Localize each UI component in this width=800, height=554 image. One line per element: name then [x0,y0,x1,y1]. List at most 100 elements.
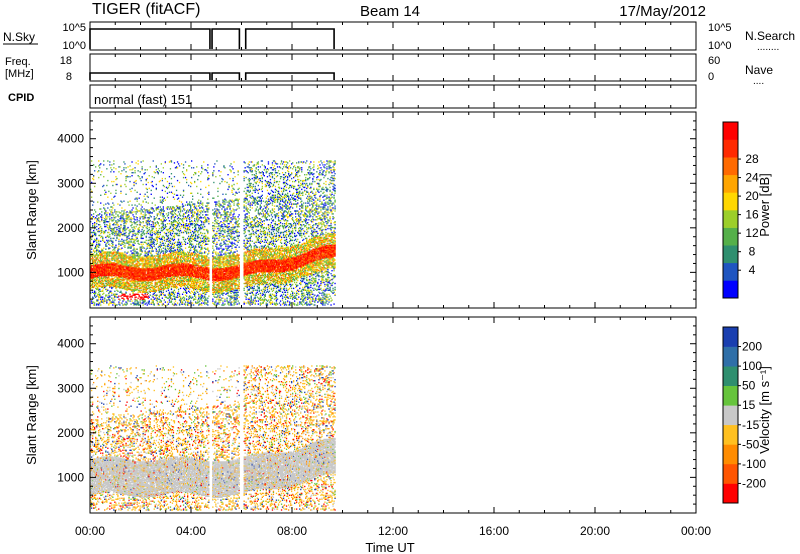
rti-cell [168,299,171,301]
rti-cell [164,282,166,285]
rti-cell [161,292,163,294]
rti-cell [160,291,162,293]
rti-cell [91,275,93,278]
rti-cell [179,283,182,286]
rti-cell [172,262,175,264]
rti-cell [157,272,159,274]
rti-cell [134,286,136,289]
rti-cell [147,251,149,253]
rti-cell [125,259,127,261]
rti-cell [171,222,174,224]
rti-cell [145,276,147,279]
rti-cell [162,276,164,279]
rti-cell [136,277,138,280]
rti-cell [167,289,170,291]
rti-cell [145,286,147,289]
rti-cell [157,233,159,236]
rti-cell [109,272,111,274]
rti-cell [164,251,166,253]
rti-cell [93,260,95,262]
rti-cell [136,287,138,290]
rti-cell [141,228,143,231]
rti-cell [104,286,106,289]
rti-cell [123,254,125,256]
rti-cell [168,191,171,193]
rti-cell [101,249,103,251]
rti-cell [137,163,139,165]
rti-cell [106,294,108,296]
rti-cell [176,253,179,255]
rti-cell [112,246,114,248]
rti-cell [158,274,160,277]
rti-cell [178,299,181,301]
rti-cell [99,261,101,263]
rti-cell [173,286,176,289]
rti-cell [182,189,185,192]
rti-cell [175,267,178,269]
rti-cell [145,261,147,263]
rti-cell [175,269,178,271]
rti-cell [123,269,125,271]
rti-cell [131,224,133,226]
rti-cell [173,257,176,259]
rti-cell [173,304,176,306]
rti-cell [97,303,99,305]
rti-cell [169,293,172,295]
rti-cell [111,277,113,280]
rti-cell [174,286,177,289]
rti-cell [148,223,150,225]
rti-cell [111,273,113,275]
rti-cell [170,265,173,267]
rti-cell [146,269,148,271]
rti-cell [153,260,155,262]
rti-cell [108,190,110,193]
rti-cell [176,266,179,268]
rti-cell [167,297,170,299]
rti-cell [121,263,123,265]
rti-cell [109,225,111,228]
rti-cell [131,266,133,268]
rti-cell [125,274,127,276]
rti-cell [173,273,176,275]
rti-cell [143,173,145,175]
rti-cell [138,269,140,271]
rti-cell [119,220,121,222]
rti-cell [157,285,159,288]
rti-cell [145,239,147,242]
rti-cell [163,268,165,270]
rti-cell [157,213,159,215]
rti-cell [129,238,131,241]
rti-cell [154,297,156,299]
rti-cell [184,241,187,243]
rti-cell [179,259,182,261]
rti-cell [124,251,126,253]
rti-cell [125,268,127,270]
rti-cell [112,304,114,306]
rti-cell [152,266,154,268]
rti-cell [98,220,100,222]
rti-cell [126,257,128,259]
rti-cell [155,272,157,274]
rti-cell [117,262,119,264]
rti-cell [136,281,138,284]
rti-cell [104,279,106,282]
rti-cell [138,228,140,231]
rti-cell [99,296,101,298]
rti-cell [93,240,95,242]
rti-cell [107,274,109,276]
rti-cell [145,283,147,286]
rti-cell [117,233,119,236]
rti-cell [98,264,100,266]
rti-cell [161,177,163,180]
rti-cell [160,264,162,266]
rti-cell [141,209,143,211]
rti-cell [176,206,179,208]
rti-cell [94,290,96,292]
rti-cell [118,281,120,284]
rti-cell [148,250,150,252]
rti-cell [134,303,136,305]
rti-cell [150,278,152,281]
rti-cell [170,229,173,232]
rti-cell [105,212,107,214]
rti-cell [108,239,110,242]
